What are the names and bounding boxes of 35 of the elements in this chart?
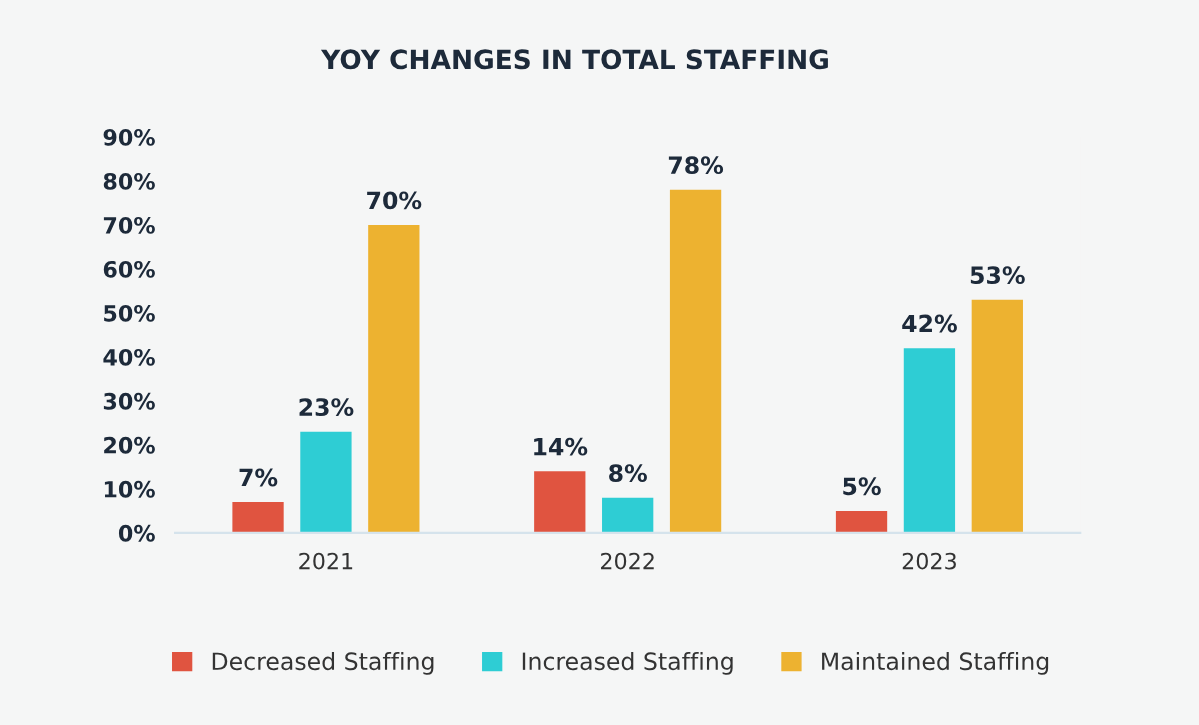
- y-tick-label: 50%: [104, 304, 155, 322]
- data-label: 5%: [843, 477, 881, 496]
- bar: [903, 348, 956, 533]
- bar: [669, 189, 722, 533]
- y-tick-label: 30%: [103, 392, 155, 410]
- y-tick-label: 70%: [103, 216, 155, 234]
- data-label: 53%: [970, 266, 1025, 285]
- legend-label: Decreased Staffing: [212, 651, 434, 675]
- data-label: 42%: [902, 314, 957, 333]
- y-tick-label: 0%: [118, 524, 155, 542]
- bar: [534, 471, 586, 533]
- y-tick-label: 10%: [104, 480, 155, 498]
- data-label: 70%: [367, 191, 422, 210]
- data-label: 14%: [534, 437, 588, 456]
- bar: [835, 510, 888, 533]
- bar: [602, 497, 654, 533]
- legend-label: Increased Staffing: [522, 651, 733, 675]
- bar: [971, 299, 1023, 533]
- x-tick-label: 2022: [601, 552, 654, 570]
- y-tick-label: 60%: [103, 260, 155, 278]
- data-label: 7%: [239, 468, 278, 487]
- bar: [300, 431, 352, 533]
- chart-title: YOY CHANGES IN TOTAL STAFFING: [320, 49, 828, 70]
- bar: [232, 502, 284, 533]
- y-tick-label: 40%: [103, 348, 155, 366]
- legend-label: Maintained Staffing: [822, 651, 1049, 675]
- x-tick-label: 2021: [299, 552, 353, 570]
- data-label: 78%: [668, 156, 724, 175]
- y-tick-label: 80%: [103, 172, 155, 190]
- data-label: 8%: [609, 464, 647, 482]
- y-tick-label: 90%: [103, 128, 155, 146]
- data-label: 23%: [299, 398, 354, 417]
- x-tick-label: 2023: [902, 552, 956, 570]
- bar: [368, 224, 420, 533]
- y-tick-label: 20%: [104, 436, 155, 454]
